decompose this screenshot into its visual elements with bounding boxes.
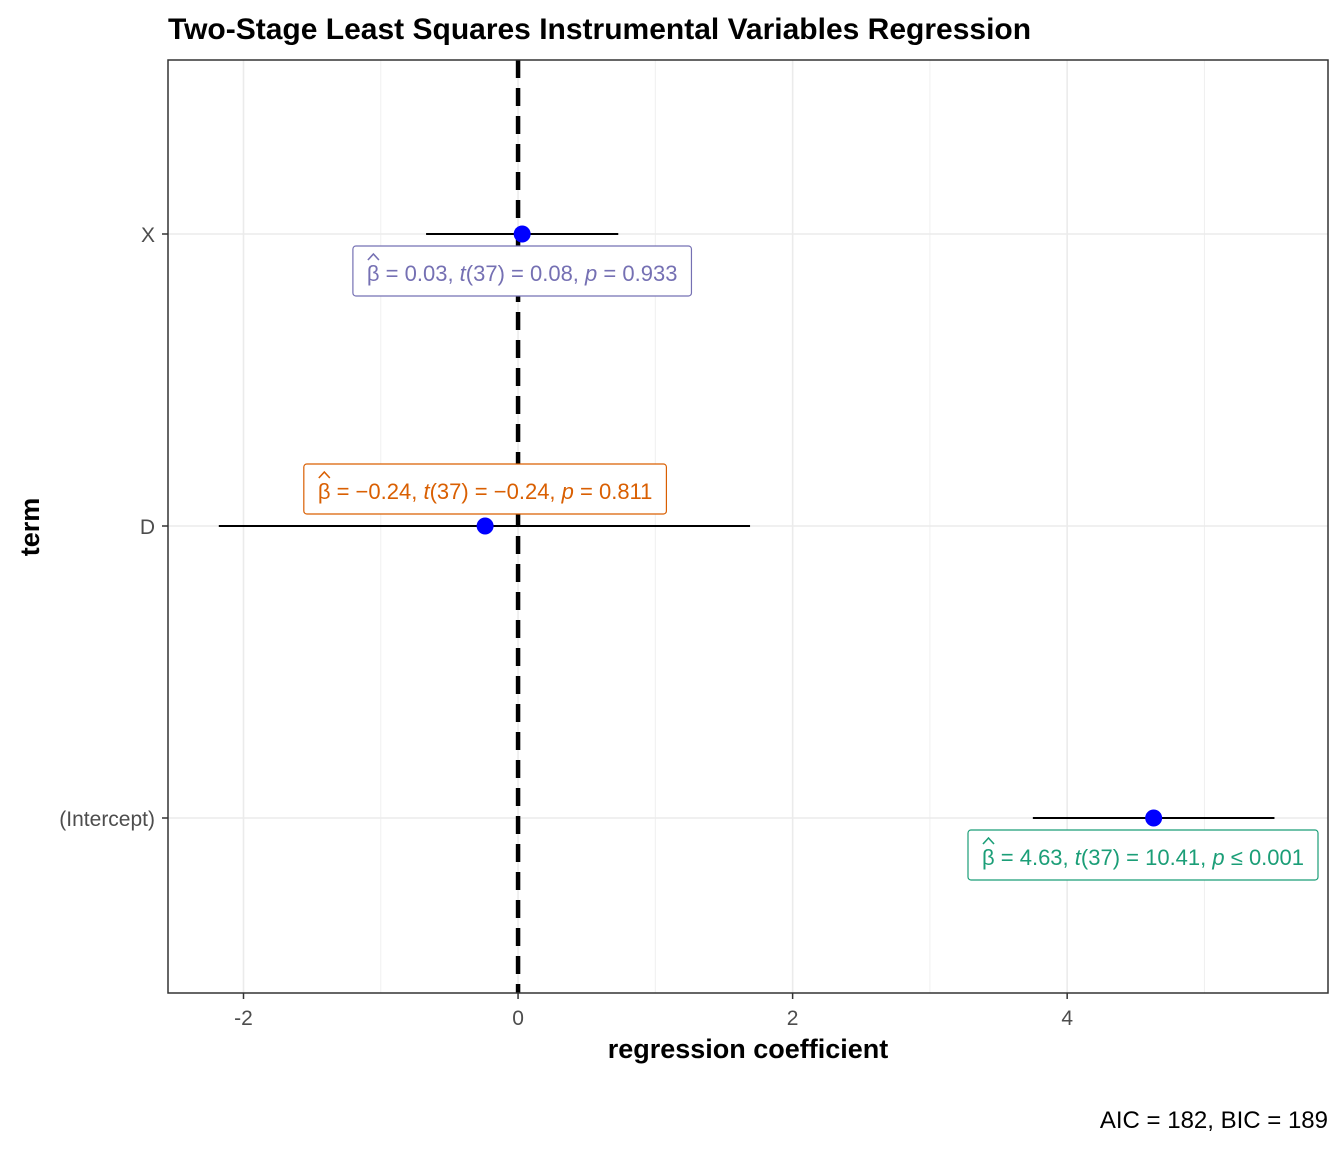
x-tick-label: -2 (234, 1007, 253, 1030)
label-box (303, 463, 668, 515)
y-tick-label: D (140, 516, 155, 539)
label-x: β = 0.03, t(37) = 0.08, p = 0.933 (352, 245, 693, 297)
label-intercept: β = 4.63, t(37) = 10.41, p ≤ 0.001 (967, 829, 1319, 881)
x-tick-label: 2 (787, 1007, 799, 1030)
x-axis-title: regression coefficient (608, 1034, 889, 1064)
axes: -2 0 2 4 X D (Intercept) (59, 224, 1073, 1030)
caption: AIC = 182, BIC = 189 (1100, 1107, 1328, 1134)
point-x (513, 225, 531, 243)
label-text: β = −0.24, t(37) = −0.24, p = 0.811 (318, 479, 653, 504)
x-tick-label: 0 (512, 1007, 524, 1030)
chart-title: Two-Stage Least Squares Instrumental Var… (168, 13, 1031, 46)
annotation-labels: β = 0.03, t(37) = 0.08, p = 0.933 β = −0.… (303, 245, 1319, 881)
point-d (476, 517, 494, 535)
hat-icon (318, 470, 331, 479)
point-intercept (1145, 809, 1163, 827)
y-tick-label: (Intercept) (59, 808, 155, 831)
x-tick-label: 4 (1061, 1007, 1073, 1030)
hat-icon (367, 252, 380, 261)
label-d: β = −0.24, t(37) = −0.24, p = 0.811 (303, 463, 668, 515)
label-text: β = 4.63, t(37) = 10.41, p ≤ 0.001 (982, 845, 1304, 870)
y-axis-title: term (15, 498, 45, 557)
label-box (352, 245, 693, 297)
label-text: β = 0.03, t(37) = 0.08, p = 0.933 (367, 261, 678, 286)
hat-icon (982, 836, 995, 845)
points (476, 225, 1163, 827)
label-box (967, 829, 1319, 881)
y-tick-label: X (141, 224, 155, 247)
